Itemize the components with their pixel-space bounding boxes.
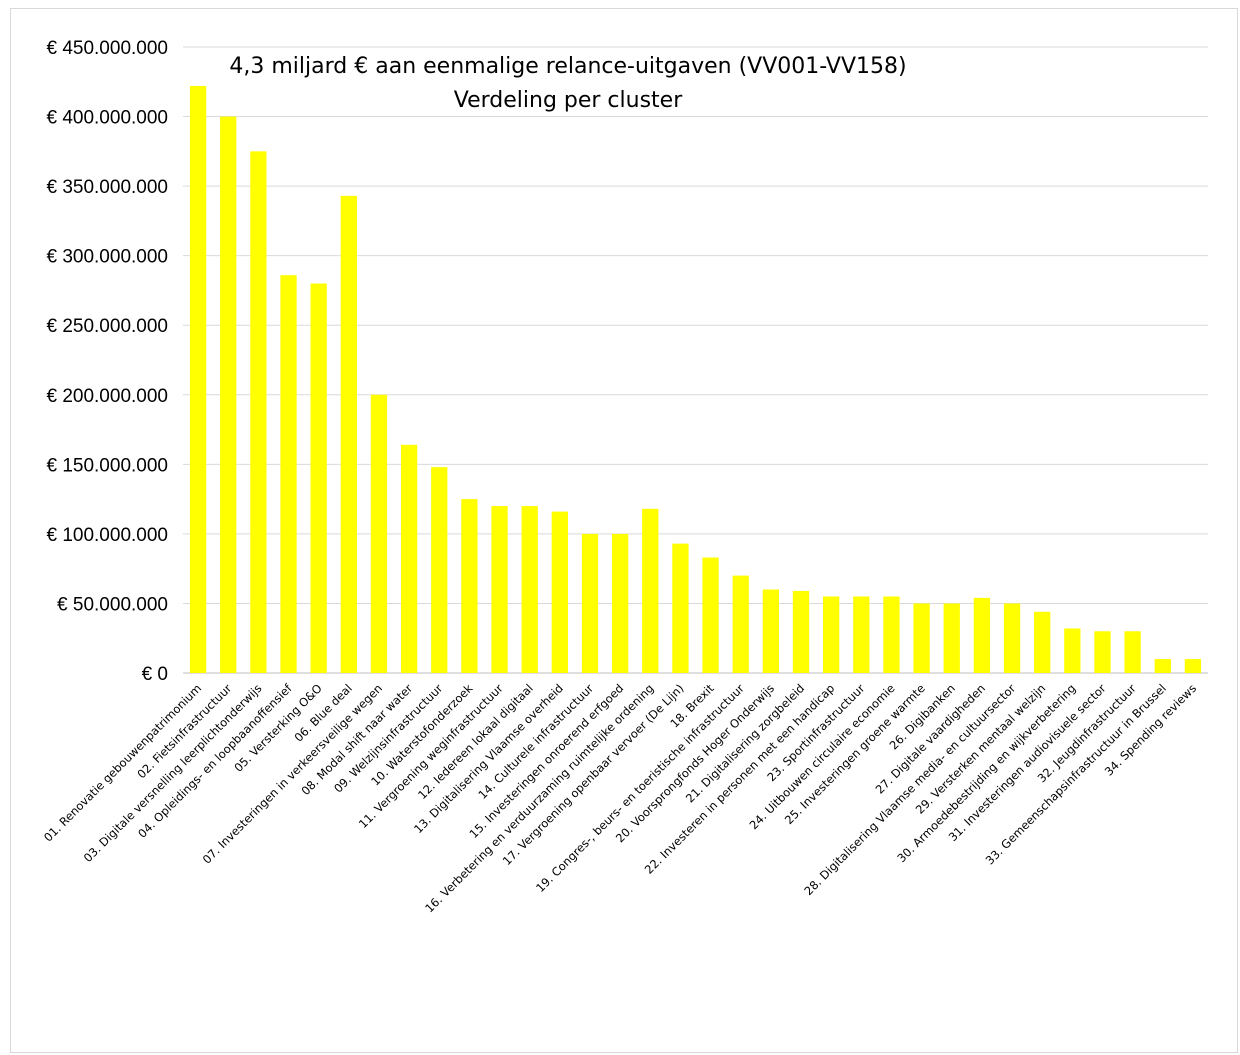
y-axis-ticks: € 0 € 50.000.000 € 100.000.000 € 150.000.00… [46, 38, 168, 685]
bar [190, 86, 206, 673]
bar [220, 117, 236, 673]
gridlines [183, 47, 1208, 673]
bar [1004, 603, 1020, 673]
bar [250, 151, 266, 673]
bar [913, 603, 929, 673]
bar [883, 596, 899, 673]
bar [461, 499, 477, 673]
bar [642, 509, 658, 673]
y-tick-label: € 450.000.000 [46, 38, 168, 59]
bar [702, 558, 718, 673]
y-tick-label: € 300.000.000 [46, 247, 168, 268]
chart-title: 4,3 miljard € aan eenmalige relance-uitg… [229, 54, 906, 79]
y-tick-label: € 200.000.000 [46, 386, 168, 407]
bars [190, 86, 1201, 673]
y-tick-label: € 150.000.000 [46, 455, 168, 476]
bar [974, 598, 990, 673]
y-tick-label: € 250.000.000 [46, 316, 168, 337]
bar [280, 275, 296, 673]
bar [1185, 659, 1201, 673]
y-tick-label: € 350.000.000 [46, 177, 168, 198]
y-tick-label: € 400.000.000 [46, 108, 168, 129]
bar [1094, 631, 1110, 673]
bar [672, 544, 688, 673]
bar [823, 596, 839, 673]
bar [1064, 628, 1080, 673]
bar [552, 512, 568, 673]
bar [311, 283, 327, 673]
bar [1034, 612, 1050, 673]
bar [341, 196, 357, 673]
bar [582, 534, 598, 673]
bar [431, 467, 447, 673]
y-tick-label: € 100.000.000 [46, 525, 168, 546]
y-tick-label: € 50.000.000 [57, 594, 168, 615]
bar [491, 506, 507, 673]
bar [1155, 659, 1171, 673]
bar [522, 506, 538, 673]
bar [612, 534, 628, 673]
bar [944, 603, 960, 673]
bar [371, 395, 387, 673]
bar [401, 445, 417, 673]
bar [793, 591, 809, 673]
y-tick-label: € 0 [142, 664, 168, 685]
bar [733, 576, 749, 673]
bar [763, 590, 779, 673]
chart-subtitle: Verdeling per cluster [454, 88, 683, 113]
bar [1124, 631, 1140, 673]
bar [853, 596, 869, 673]
